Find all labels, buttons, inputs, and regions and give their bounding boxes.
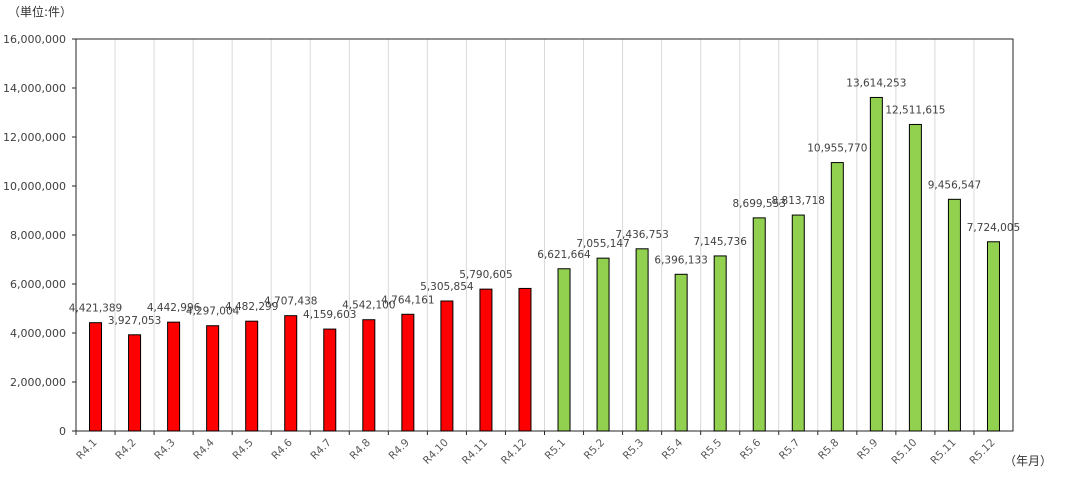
bar (518, 287, 532, 432)
bar (167, 321, 181, 432)
bar-value-label: 5,305,854 (420, 281, 474, 293)
bar (89, 322, 103, 432)
bar (713, 255, 727, 432)
bar (284, 315, 298, 432)
bar-value-label: 4,542,100 (342, 300, 395, 312)
bar (674, 273, 688, 432)
bar (830, 162, 844, 432)
x-tick-label: R5.6 (738, 436, 764, 462)
bar-value-label: 13,614,253 (846, 77, 906, 89)
bar-value-label: 4,297,004 (186, 306, 240, 318)
bar-value-label: 5,790,605 (459, 269, 512, 281)
bar-value-label: 6,621,664 (537, 249, 591, 261)
bar (128, 334, 142, 432)
x-tick-label: R4.9 (387, 437, 412, 462)
x-tick-label: R4.2 (113, 437, 138, 462)
bar-value-label: 7,055,147 (576, 238, 629, 250)
x-tick-label: R5.9 (855, 437, 880, 462)
x-tick-label: R4.8 (347, 437, 372, 462)
x-tick-label: R5.11 (928, 437, 958, 467)
bar (791, 214, 805, 432)
bar-value-label: 7,724,005 (967, 222, 1020, 234)
bar-value-label: 7,145,736 (693, 236, 747, 248)
y-tick-label: 0 (59, 425, 66, 438)
bar (752, 217, 766, 432)
bar (245, 320, 259, 432)
bar (947, 198, 961, 432)
x-tick-label: R4.11 (460, 437, 490, 467)
bar-value-label: 9,456,547 (928, 179, 981, 191)
x-tick-label: R5.2 (582, 437, 607, 462)
bar-value-label: 4,764,161 (381, 294, 434, 306)
x-axis-unit-label: （年月） (1004, 454, 1053, 468)
bar-value-label: 8,813,718 (772, 195, 825, 207)
x-tick-label: R5.10 (889, 437, 919, 467)
x-tick-label: R5.1 (543, 437, 568, 462)
y-tick-label: 6,000,000 (10, 278, 66, 291)
bar-value-label: 10,955,770 (807, 143, 867, 155)
bar-value-label: 4,421,389 (69, 303, 122, 315)
bar (323, 328, 337, 432)
bar-value-label: 6,396,133 (654, 254, 707, 266)
y-tick-label: 14,000,000 (3, 82, 66, 95)
bar-value-label: 7,436,753 (615, 229, 668, 241)
x-tick-label: R4.10 (421, 437, 451, 467)
x-tick-label: R4.1 (74, 437, 99, 462)
bar-value-label: 8,699,553 (733, 198, 786, 210)
bar (986, 241, 1000, 432)
x-tick-label: R4.6 (269, 436, 295, 462)
bar-value-label: 4,482,299 (225, 301, 278, 313)
bar (635, 248, 649, 432)
bar-value-label: 4,442,996 (147, 302, 201, 314)
x-tick-label: R5.12 (967, 437, 997, 467)
y-axis-unit-label: （単位:件） (8, 5, 73, 19)
bar (596, 257, 610, 432)
y-tick-label: 4,000,000 (10, 327, 66, 340)
x-tick-label: R5.4 (660, 436, 686, 462)
bar (479, 288, 493, 432)
y-tick-label: 10,000,000 (3, 180, 66, 193)
x-tick-label: R4.5 (230, 437, 255, 462)
x-tick-label: R5.8 (816, 437, 841, 462)
bar-value-label: 4,159,603 (303, 309, 356, 321)
bar (908, 123, 922, 432)
bar (401, 313, 415, 432)
bar-value-label: 3,927,053 (108, 315, 161, 327)
bar-value-label: 4,707,438 (264, 296, 317, 308)
bar (440, 300, 454, 432)
x-tick-label: R4.4 (191, 436, 217, 462)
x-tick-label: R4.12 (499, 437, 529, 467)
bar (869, 96, 883, 432)
bar-value-label: 12,511,615 (885, 104, 945, 116)
bar (206, 325, 220, 432)
x-tick-label: R5.3 (621, 437, 646, 462)
x-tick-label: R5.5 (699, 437, 724, 462)
y-tick-label: 2,000,000 (10, 376, 66, 389)
bar (557, 268, 571, 432)
bar (362, 319, 376, 432)
x-tick-label: R4.3 (152, 437, 177, 462)
y-tick-label: 16,000,000 (3, 33, 66, 46)
y-tick-label: 12,000,000 (3, 131, 66, 144)
x-tick-label: R5.7 (777, 437, 802, 462)
y-tick-label: 8,000,000 (10, 229, 66, 242)
x-tick-label: R4.7 (308, 437, 333, 462)
